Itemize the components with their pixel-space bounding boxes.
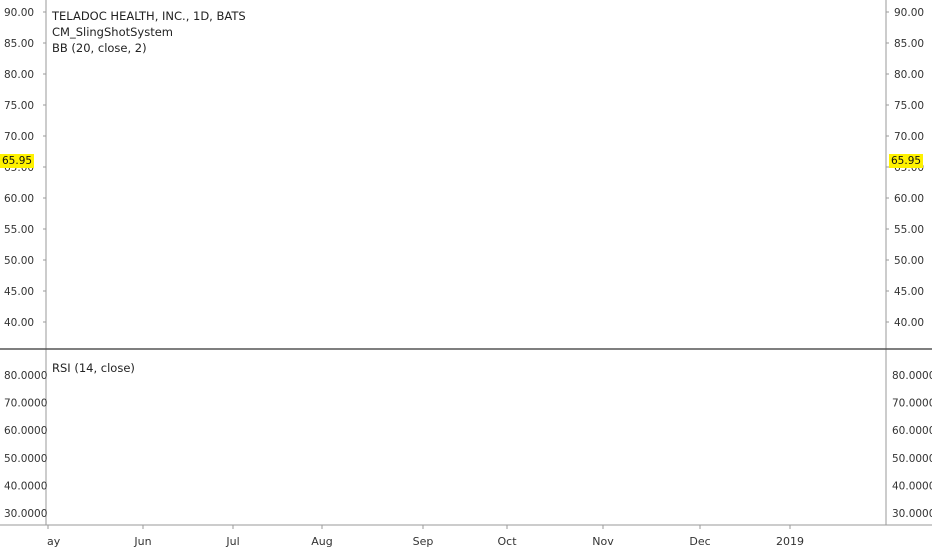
price-ytick-right: 40.00 [894, 317, 924, 329]
price-ytick-right: 85.00 [894, 38, 924, 50]
rsi-ytick-left: 50.0000 [4, 453, 47, 465]
price-ytick-left: 80.00 [4, 69, 34, 81]
rsi-ytick-right: 60.0000 [892, 425, 932, 437]
rsi-ytick-right: 30.0000 [892, 508, 932, 520]
rsi-ytick-left: 80.0000 [4, 370, 47, 382]
last-price-badge-left: 65.95 [0, 154, 35, 168]
price-ytick-left: 75.00 [4, 100, 34, 112]
xtick-label: Jul [225, 535, 239, 548]
last-price-badge-right: 65.95 [889, 154, 924, 168]
rsi-ytick-left: 60.0000 [4, 425, 47, 437]
price-ytick-left: 70.00 [4, 131, 34, 143]
price-ytick-right: 55.00 [894, 224, 924, 236]
price-ytick-right: 75.00 [894, 100, 924, 112]
rsi-ytick-right: 80.0000 [892, 370, 932, 382]
price-ytick-right: 60.00 [894, 193, 924, 205]
xtick-label: Sep [413, 535, 434, 548]
price-ytick-right: 90.00 [894, 7, 924, 19]
price-ytick-left: 40.00 [4, 317, 34, 329]
xtick-label: Oct [497, 535, 517, 548]
rsi-ytick-left: 30.0000 [4, 508, 47, 520]
price-ytick-right: 45.00 [894, 286, 924, 298]
rsi-title: RSI (14, close) [52, 361, 135, 375]
rsi-ytick-right: 50.0000 [892, 453, 932, 465]
xtick-label: Jun [133, 535, 151, 548]
chart-title: TELADOC HEALTH, INC., 1D, BATS [52, 9, 246, 23]
xtick-label: 2019 [776, 535, 804, 548]
rsi-ytick-right: 70.0000 [892, 398, 932, 410]
price-ytick-left: 50.00 [4, 255, 34, 267]
price-ytick-right: 70.00 [894, 131, 924, 143]
indicator-slingshot-label: CM_SlingShotSystem [52, 25, 173, 39]
price-ytick-left: 45.00 [4, 286, 34, 298]
price-ytick-left: 55.00 [4, 224, 34, 236]
price-ytick-right: 80.00 [894, 69, 924, 81]
xtick-label: Nov [592, 535, 614, 548]
rsi-ytick-right: 40.0000 [892, 480, 932, 492]
xtick-label: Aug [311, 535, 332, 548]
price-ytick-left: 90.00 [4, 7, 34, 19]
xtick-label: ay [47, 535, 61, 548]
price-ytick-left: 60.00 [4, 193, 34, 205]
xtick-label: Dec [689, 535, 710, 548]
indicator-bb-label: BB (20, close, 2) [52, 41, 147, 55]
price-ytick-left: 85.00 [4, 38, 34, 50]
price-legend: TELADOC HEALTH, INC., 1D, BATS CM_SlingS… [52, 8, 246, 56]
price-ytick-right: 50.00 [894, 255, 924, 267]
rsi-legend: RSI (14, close) [52, 360, 135, 376]
rsi-ytick-left: 70.0000 [4, 398, 47, 410]
rsi-ytick-left: 40.0000 [4, 480, 47, 492]
